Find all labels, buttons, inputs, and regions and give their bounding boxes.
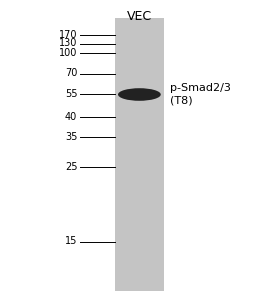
- Text: 70: 70: [65, 68, 77, 79]
- Ellipse shape: [118, 88, 161, 101]
- Text: 25: 25: [65, 161, 77, 172]
- Text: 55: 55: [65, 89, 77, 100]
- Text: 170: 170: [59, 29, 77, 40]
- Text: p-Smad2/3
(T8): p-Smad2/3 (T8): [170, 83, 231, 106]
- Text: 130: 130: [59, 38, 77, 49]
- Text: 40: 40: [65, 112, 77, 122]
- Text: 100: 100: [59, 48, 77, 59]
- Bar: [115, 18, 164, 291]
- Text: 35: 35: [65, 131, 77, 142]
- Text: VEC: VEC: [127, 11, 152, 23]
- Text: 15: 15: [65, 236, 77, 247]
